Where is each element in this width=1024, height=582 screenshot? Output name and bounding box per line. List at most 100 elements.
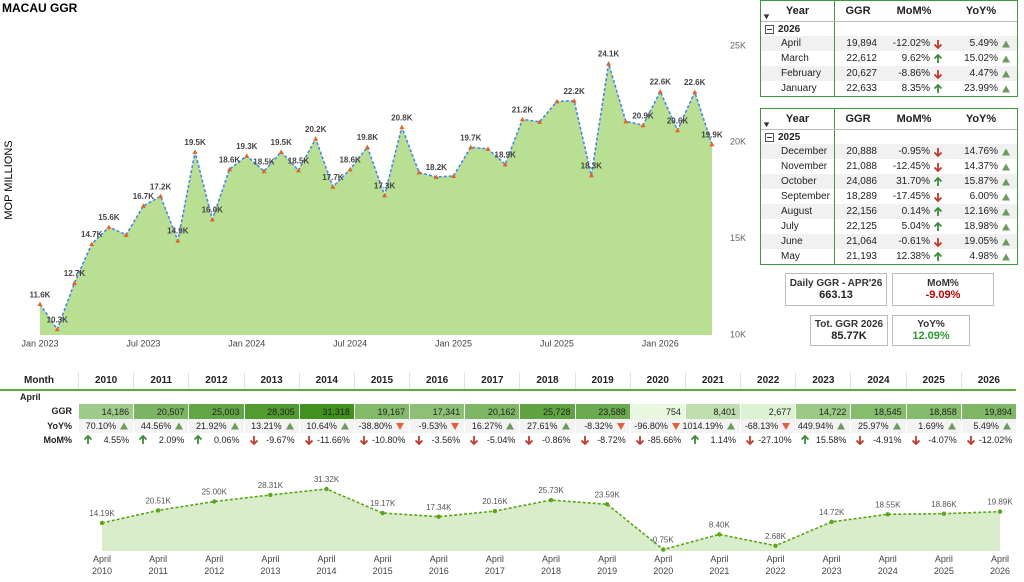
data-label: 11.6K [30, 290, 51, 299]
cell-text: -8.72% [597, 435, 626, 445]
data-label: 15.6K [98, 213, 120, 222]
cell-text: 4.98% [969, 251, 998, 262]
cell-text: August [781, 206, 813, 217]
point-marker [89, 241, 95, 247]
group-row: 2026 [761, 22, 1017, 36]
point-marker [941, 511, 947, 516]
table-cell: -4.07% [905, 433, 961, 447]
table-cell: -3.56% [409, 433, 465, 447]
down-arrow-icon [933, 39, 943, 49]
data-label: 18.5K [253, 157, 275, 166]
header-cell: 2015 [353, 372, 409, 389]
kpi-label: YoY% [917, 319, 945, 330]
group-row: 2025 [761, 130, 1017, 144]
data-label: 25.73K [538, 486, 564, 495]
table-cell: 14,186 [78, 404, 134, 419]
point-marker [692, 89, 698, 95]
header-cell: 2026 [960, 372, 1016, 389]
data-label: 20.51K [145, 497, 171, 506]
table-cell: 15.58% [795, 433, 851, 447]
data-label: 24.1K [598, 50, 620, 59]
table-cell: -17.45% [881, 189, 947, 204]
point-marker [554, 98, 560, 104]
up-triangle-icon [1002, 178, 1010, 185]
down-arrow-icon [745, 436, 755, 445]
point-marker [212, 499, 217, 504]
point-marker [436, 514, 441, 519]
area-fill [102, 489, 1000, 551]
cell-text: 14,722 [818, 406, 847, 417]
point-marker [330, 184, 336, 189]
up-triangle-icon [1002, 208, 1010, 215]
header-cell: 2010 [78, 372, 133, 389]
table-cell: 19,167 [353, 404, 410, 419]
cell-text: 0.14% [901, 206, 930, 217]
up-triangle-icon [506, 422, 515, 430]
y-axis-title: MOP MILLIONS [3, 140, 15, 219]
point-marker [175, 238, 181, 243]
point-marker [623, 118, 629, 124]
table-cell: 1014.19% [683, 419, 741, 433]
data-label: 14.7K [81, 230, 103, 239]
cell-text: 31,318 [322, 406, 350, 417]
cell-text: 18,545 [874, 406, 902, 417]
table-header-row: Year GGR MoM% YoY% [761, 1, 1017, 22]
group-fill [835, 130, 1017, 144]
up-triangle-icon [285, 422, 294, 430]
cell-text: 22,612 [846, 53, 877, 64]
point-marker [364, 144, 370, 150]
down-triangle-icon [616, 423, 625, 430]
data-label: 16.7K [133, 192, 155, 201]
cell-text: 18,858 [929, 406, 957, 417]
data-label: 10.3K [47, 315, 69, 324]
up-arrow-icon [933, 83, 943, 93]
table-row: August 22,156 0.14% 12.16% [761, 204, 1017, 219]
table-cell: February [761, 66, 835, 81]
cell-text: -85.66% [647, 435, 682, 445]
data-label: 25.00K [202, 488, 228, 497]
data-label: 19.17K [370, 499, 396, 508]
cell-text: -4.91% [873, 435, 902, 445]
header-text: MoM% [896, 113, 932, 125]
table-cell: May [761, 249, 835, 264]
table-row: December 20,888 -0.95% 14.76% [761, 144, 1017, 159]
down-arrow-icon [635, 436, 644, 445]
cell-text: July [781, 221, 799, 232]
data-label: 18.6K [339, 156, 361, 165]
table-row: GGR 14,186 20,507 25,003 28,305 31,318 19,167 1… [0, 404, 1016, 419]
table-row: MoM% 4.55% 2.09% 0.06% -9.67% -11.66% -10.80% -… [0, 433, 1016, 447]
point-marker [192, 149, 198, 154]
table-cell: -68.13% [740, 419, 796, 433]
cell-text: 70.10% [85, 421, 117, 431]
kpi-card: Daily GGR - APR'26 663.13 [785, 273, 887, 306]
cell-text: 15.02% [964, 53, 998, 64]
collapse-icon[interactable] [765, 132, 774, 142]
up-triangle-icon [1002, 253, 1010, 260]
cell-text: -96.80% [634, 421, 668, 431]
cell-text: -38.80% [358, 421, 393, 431]
cell-text: -68.13% [744, 421, 779, 431]
point-marker [709, 141, 715, 147]
header-cell: 2023 [795, 372, 850, 389]
cell-text: 20,888 [846, 146, 877, 157]
up-triangle-icon [561, 422, 570, 430]
up-arrow-icon [139, 435, 148, 444]
up-triangle-icon [175, 422, 184, 430]
point-marker [773, 543, 778, 548]
x-tick-label: April 2023 [821, 554, 842, 576]
cell-text: -0.95% [898, 146, 930, 157]
table-row: January 22,633 8.35% 23.99% [761, 81, 1017, 96]
cell-text: 449.94% [797, 421, 834, 431]
up-triangle-icon [120, 422, 129, 430]
cell-text: April [781, 38, 802, 49]
data-label: 22.6K [650, 78, 672, 87]
data-label: 20.2K [305, 125, 327, 134]
table-cell: 21,193 [835, 249, 881, 264]
point-marker [548, 497, 554, 503]
collapse-icon[interactable] [765, 24, 774, 34]
table-cell: -96.80% [629, 419, 685, 433]
point-marker [519, 116, 525, 122]
point-marker [140, 203, 146, 208]
data-label: 19.7K [460, 133, 482, 142]
